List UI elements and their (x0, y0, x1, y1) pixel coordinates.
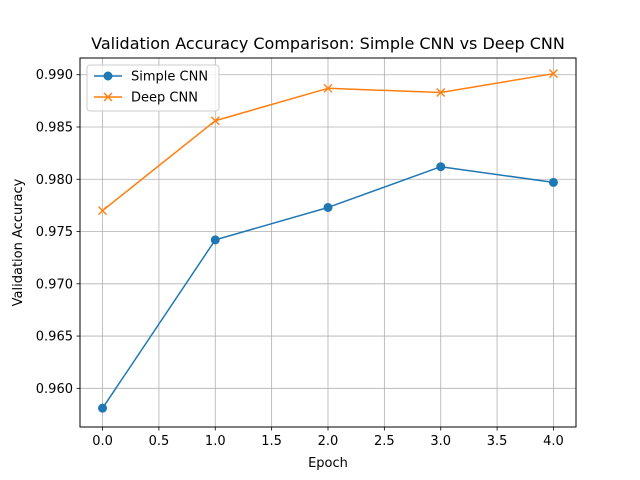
simple-cnn-point (436, 162, 446, 172)
x-tick-label: 0.0 (92, 434, 113, 449)
legend: Simple CNN Deep CNN (86, 64, 220, 112)
simple-cnn-point (210, 235, 220, 245)
y-tick-label: 0.990 (36, 68, 73, 83)
y-tick-label: 0.965 (36, 330, 73, 345)
x-marker-stroke (436, 88, 446, 97)
deep-cnn-point (548, 69, 558, 79)
x-tick-label: 3.0 (430, 434, 451, 449)
legend-item-simple-cnn: Simple CNN (94, 70, 208, 85)
x-marker-stroke (548, 69, 558, 79)
series-deep-cnn (98, 69, 558, 216)
legend-label-deep-cnn: Deep CNN (131, 91, 198, 106)
deep-cnn-point (210, 116, 220, 126)
simple-cnn-point (323, 202, 333, 212)
x-tick-label: 2.5 (374, 434, 395, 449)
x-marker-stroke (210, 116, 220, 126)
y-tick-label: 0.980 (36, 173, 73, 188)
x-marker-stroke (103, 92, 113, 102)
plot-frame (79, 57, 577, 428)
x-tick-label: 1.5 (261, 434, 282, 449)
data-series (98, 69, 558, 413)
x-tick-label: 3.5 (487, 434, 508, 449)
simple-cnn-point (548, 177, 558, 187)
deep-cnn-point (323, 83, 333, 93)
y-tick-label: 0.960 (36, 382, 73, 397)
chart-title: Validation Accuracy Comparison: Simple C… (91, 34, 565, 53)
deep-cnn-point (98, 206, 108, 216)
legend-label-simple-cnn: Simple CNN (131, 70, 208, 85)
series-simple-cnn (98, 162, 558, 413)
axis-ticks: 0.0 0.5 1.0 1.5 2.0 2.5 3.0 3.5 4.0 0.960 0.965 0.9… (36, 68, 564, 449)
legend-marker-deep-cnn (103, 92, 113, 102)
x-axis-label: Epoch (308, 456, 348, 471)
x-tick-label: 4.0 (543, 434, 564, 449)
legend-item-deep-cnn: Deep CNN (94, 91, 198, 106)
y-tick-label: 0.985 (36, 120, 73, 135)
legend-marker-simple-cnn (103, 71, 113, 81)
x-tick-label: 1.0 (205, 434, 226, 449)
x-marker-stroke (323, 83, 333, 93)
y-tick-label: 0.970 (36, 277, 73, 292)
x-tick-label: 2.0 (318, 434, 339, 449)
grid (80, 58, 576, 427)
simple-cnn-point (98, 403, 108, 413)
y-axis-label: Validation Accuracy (11, 178, 26, 306)
deep-cnn-point (436, 88, 446, 97)
x-tick-label: 0.5 (149, 434, 170, 449)
x-marker-stroke (98, 206, 108, 216)
y-tick-label: 0.975 (36, 225, 73, 240)
